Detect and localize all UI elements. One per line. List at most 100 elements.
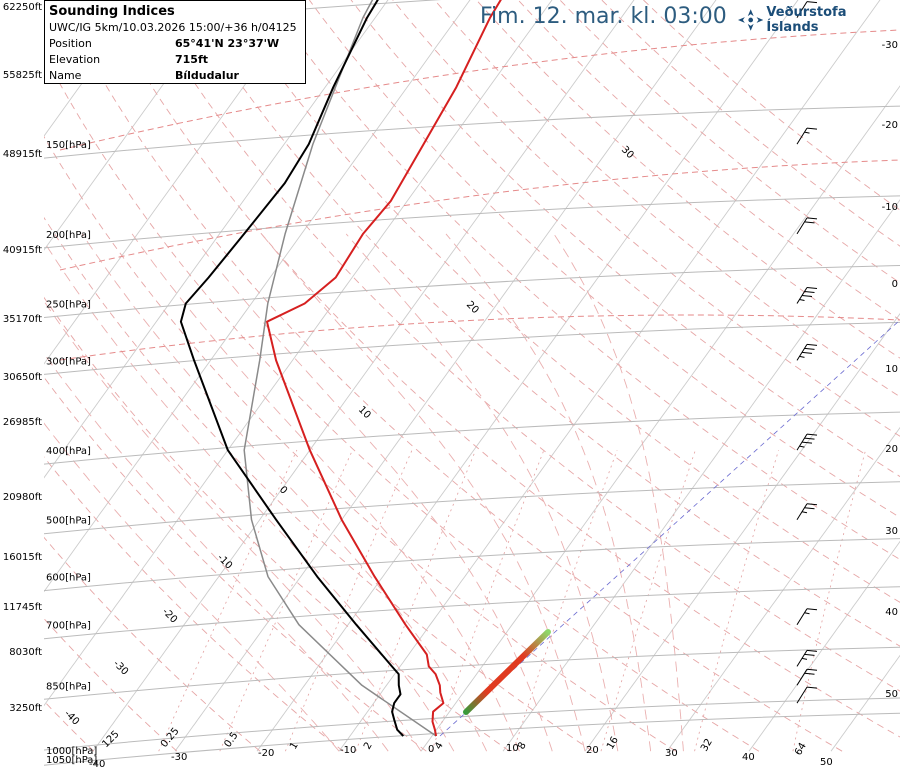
isotherm-label: 10 xyxy=(356,404,373,421)
dry-adiabat-line xyxy=(434,0,900,398)
info-title: Sounding Indices xyxy=(49,4,175,19)
moist-adiabat-line xyxy=(445,233,652,752)
wind-barb-flag xyxy=(806,686,818,689)
name-row: Name Bíldudalur xyxy=(49,68,301,84)
wind-barb-half-flag xyxy=(804,131,810,134)
isobar-line xyxy=(44,481,900,535)
wind-barb xyxy=(796,286,818,304)
isotherm-line xyxy=(584,312,900,752)
bottom-tick-label: 1 xyxy=(288,740,301,751)
moist-adiabat-line xyxy=(44,240,455,752)
wind-barb-flag xyxy=(804,221,815,224)
wind-barb-flag xyxy=(806,649,818,652)
bottom-tick-label: -10 xyxy=(340,745,356,756)
isobar-line xyxy=(44,105,900,159)
dry-adiabat-line xyxy=(183,0,900,647)
isotherm-label: -30 xyxy=(111,658,130,677)
altitude-tick-label: 40915ft xyxy=(3,245,42,256)
isotherm-label: -40 xyxy=(62,708,81,727)
bottom-tick-label: -30 xyxy=(171,752,187,763)
bottom-tick-label: -40 xyxy=(89,759,105,768)
isotherm-line xyxy=(666,426,900,752)
bottom-tick-label: 40 xyxy=(742,752,755,763)
isotherm-line xyxy=(44,0,553,707)
wind-barb-half-flag xyxy=(801,657,808,660)
mixing-ratio-line xyxy=(219,449,353,752)
wind-barb xyxy=(796,1,818,18)
bottom-tick-label: 32 xyxy=(699,737,715,754)
pressure-tick-label: 500[hPa] xyxy=(46,516,91,527)
wind-barb-staff xyxy=(796,1,808,18)
isobar-line xyxy=(44,321,900,375)
dry-adiabat-line xyxy=(350,0,900,478)
isobar-line xyxy=(44,646,900,700)
profile-layer xyxy=(179,0,502,737)
wind-barb-flag xyxy=(804,347,815,350)
bottom-tick-label: 50 xyxy=(820,757,833,768)
brand-logo: Veðurstofa Íslands xyxy=(738,5,900,35)
altitude-tick-label: 62250ft xyxy=(3,2,42,13)
bottom-tick-label: 20 xyxy=(586,745,599,756)
pressure-tick-label: 600[hPa] xyxy=(46,573,91,584)
bottom-tick-label: 4 xyxy=(433,740,446,751)
wind-barb xyxy=(796,433,818,451)
wind-barb xyxy=(796,686,818,704)
mixing-ratio-line xyxy=(694,449,779,752)
wind-barb-half-flag xyxy=(799,355,805,358)
model-run-line: UWC/IG 5km/10.03.2026 15:00/+36 h/04125 xyxy=(49,21,297,34)
brand-name: Veðurstofa Íslands xyxy=(766,5,847,35)
bottom-tick-label: 16 xyxy=(605,735,621,752)
isotherm-line xyxy=(92,0,635,752)
isobar-line xyxy=(44,586,900,640)
mixing-ratio-line xyxy=(158,449,298,752)
bottom-tick-label: 0 xyxy=(428,744,434,755)
mixing-ratio-line xyxy=(431,449,545,752)
upper-dashed-curve xyxy=(59,159,900,271)
moist-adiabat-line xyxy=(44,352,389,752)
right-tick-label: 50 xyxy=(885,689,898,700)
dry-adiabat-line xyxy=(58,0,843,752)
isotherm-line xyxy=(748,540,900,752)
altitude-tick-label: 20980ft xyxy=(3,492,42,503)
upper-dashed-curve xyxy=(59,314,900,361)
wind-barb-half-flag xyxy=(799,298,805,301)
pressure-tick-label: 1000[hPa] xyxy=(46,746,97,757)
wind-barb-flag xyxy=(806,127,818,130)
right-tick-label: 10 xyxy=(885,364,898,375)
wind-barb xyxy=(796,503,818,521)
bottom-tick-label: 8 xyxy=(516,740,529,751)
wind-barb-staff xyxy=(796,686,808,704)
wind-barb xyxy=(796,127,818,145)
elevation-label: Elevation xyxy=(49,53,101,66)
isotherm-line xyxy=(420,85,900,752)
dry-adiabat-line xyxy=(44,376,427,752)
dry-adiabat-line xyxy=(308,0,900,519)
position-value: 65°41'N 23°37'W xyxy=(175,37,280,50)
wind-barb-flag xyxy=(806,1,818,4)
wind-barb-flag xyxy=(801,441,813,444)
moist-adiabat-line xyxy=(190,233,553,752)
isotherm-line xyxy=(256,0,799,752)
isobar-line xyxy=(44,265,900,318)
wind-barb xyxy=(796,608,818,625)
dry-adiabat-line xyxy=(141,0,900,692)
bottom-tick-label: 30 xyxy=(665,748,678,759)
altitude-tick-label: 48915ft xyxy=(3,149,42,160)
isobar-line xyxy=(44,712,900,766)
mixing-ratio-line xyxy=(512,449,618,752)
wind-barb-flag xyxy=(806,433,818,436)
isotherm-line xyxy=(44,0,307,365)
pressure-tick-label: 200[hPa] xyxy=(46,230,91,241)
wind-barb-flag xyxy=(804,507,815,510)
moist-adiabat-line xyxy=(553,233,684,752)
pressure-tick-label: 700[hPa] xyxy=(46,621,91,632)
bottom-tick-label: 125 xyxy=(100,729,121,750)
isotherm-line xyxy=(830,654,900,752)
mixing-ratio-line xyxy=(355,449,477,752)
pressure-tick-label: 1050[hPa] xyxy=(46,755,97,766)
dry-adiabat-line xyxy=(44,456,344,752)
name-value: Bíldudalur xyxy=(175,69,239,82)
altitude-tick-label: 30650ft xyxy=(3,372,42,383)
dry-adiabat-line xyxy=(100,0,900,738)
right-tick-label: -20 xyxy=(882,120,898,131)
